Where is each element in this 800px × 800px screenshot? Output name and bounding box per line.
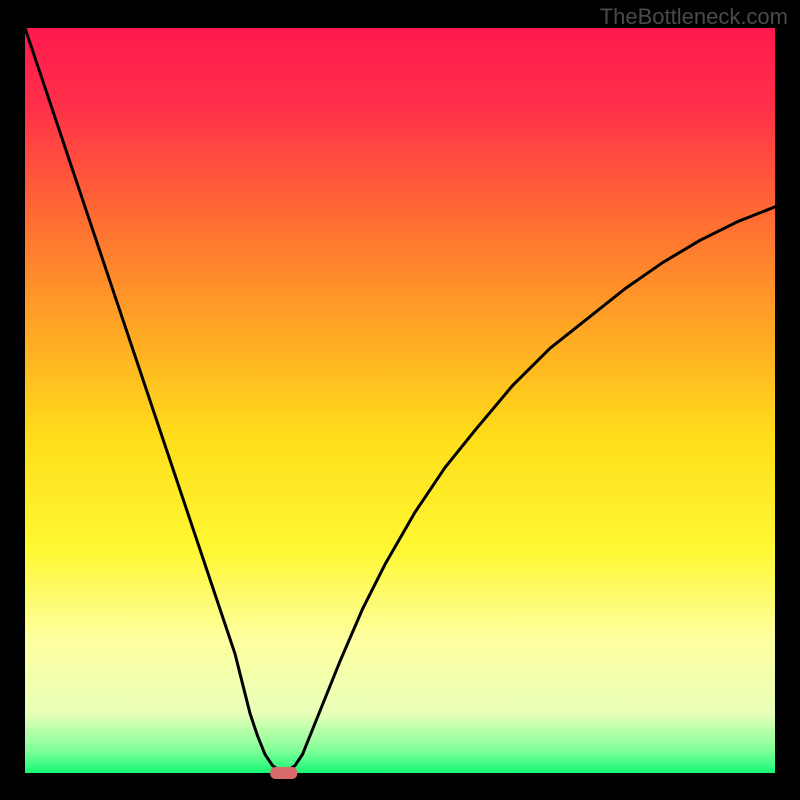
chart-gradient-bg xyxy=(25,28,775,773)
optimal-marker xyxy=(270,767,297,779)
bottleneck-chart xyxy=(0,0,800,800)
watermark-text: TheBottleneck.com xyxy=(600,4,788,30)
chart-container xyxy=(0,0,800,800)
